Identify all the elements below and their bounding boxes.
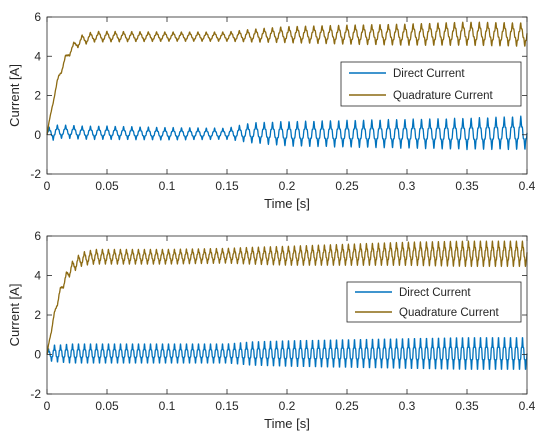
- chart-2: 0 0.05 0.1 0.15 0.2 0.25 0.3 0.35 0.4-20246Time …: [7, 229, 536, 431]
- chart-1-legend: Direct Current Quadrature Current: [340, 61, 522, 107]
- chart-1-x-tick-label: 0.4: [519, 179, 536, 193]
- chart-1-x-tick-label: 0.2: [279, 179, 296, 193]
- chart-2-y-tick-label: 0: [34, 348, 41, 362]
- chart-1-series-2-line: [46, 21, 528, 135]
- chart-2-x-tick-label: 0.4: [519, 399, 536, 413]
- chart-1-y-tick-label: -2: [30, 167, 41, 181]
- chart-2-series-1-line: [46, 337, 528, 370]
- chart-2-x-tick-label: 0.15: [215, 399, 239, 413]
- chart-1: 0 0.05 0.1 0.15 0.2 0.25 0.3 0.35 0.4-20246Time …: [7, 10, 536, 211]
- chart-1-x-tick-label: 0.15: [215, 179, 239, 193]
- chart-1-x-axis-label: Time [s]: [264, 196, 310, 211]
- chart-2-x-tick-label: 0.2: [279, 399, 296, 413]
- chart-1-x-tick-label: 0.25: [335, 179, 359, 193]
- chart-2-legend-label-2: Quadrature Current: [399, 307, 500, 319]
- chart-2-x-tick-label: 0.35: [455, 399, 479, 413]
- chart-1-x-tick-label: 0: [44, 179, 51, 193]
- chart-1-legend-label-2: Quadrature Current: [393, 90, 494, 102]
- chart-1-y-tick-label: 0: [34, 128, 41, 142]
- chart-2-x-tick-label: 0.05: [95, 399, 119, 413]
- chart-2-x-tick-label: 0.25: [335, 399, 359, 413]
- chart-2-y-axis-label: Current [A]: [7, 284, 22, 347]
- chart-1-legend-label-1: Direct Current: [393, 68, 465, 80]
- chart-2-x-tick-label: 0: [44, 399, 51, 413]
- chart-2-legend-box: [346, 281, 522, 323]
- chart-1-x-tick-label: 0.05: [95, 179, 119, 193]
- chart-2-x-tick-label: 0.1: [159, 399, 176, 413]
- chart-2-x-tick-label: 0.3: [399, 399, 416, 413]
- chart-1-y-tick-label: 6: [34, 10, 41, 24]
- chart-2-y-tick-label: 2: [34, 308, 41, 322]
- chart-1-legend-box: [340, 61, 522, 107]
- chart-2-legend-label-1: Direct Current: [399, 287, 471, 299]
- chart-2-y-tick-label: -2: [30, 387, 41, 401]
- chart-2-x-axis-label: Time [s]: [264, 416, 310, 431]
- chart-1-y-tick-label: 4: [34, 49, 41, 63]
- chart-1-y-axis-label: Current [A]: [7, 64, 22, 127]
- chart-1-series-1-line: [46, 115, 528, 151]
- chart-2-series-2-line: [46, 240, 528, 355]
- chart-2-y-tick-label: 4: [34, 269, 41, 283]
- chart-1-x-tick-label: 0.1: [159, 179, 176, 193]
- chart-1-y-tick-label: 2: [34, 89, 41, 103]
- chart-1-x-tick-label: 0.35: [455, 179, 479, 193]
- chart-1-x-tick-label: 0.3: [399, 179, 416, 193]
- chart-2-legend: Direct Current Quadrature Current: [346, 281, 522, 323]
- chart-2-y-tick-label: 6: [34, 229, 41, 243]
